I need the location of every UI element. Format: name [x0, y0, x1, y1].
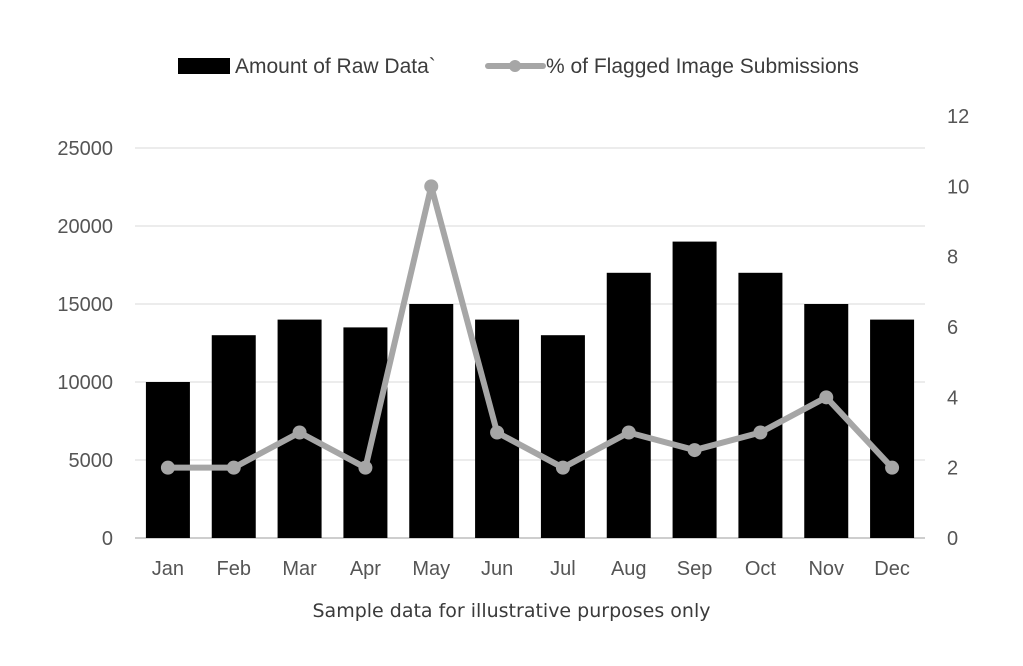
line-point [358, 460, 373, 475]
line-point [555, 460, 570, 475]
legend: Amount of Raw Data` % of Flagged Image S… [178, 55, 859, 78]
bar [870, 319, 915, 538]
line-point [885, 460, 900, 475]
bar [145, 382, 190, 538]
bar [540, 335, 585, 538]
right-axis-tick-label: 12 [947, 106, 969, 128]
line-point [226, 460, 241, 475]
line-point [490, 425, 505, 440]
x-axis-tick-label: Mar [282, 558, 317, 580]
x-axis-tick-label: Jan [152, 558, 184, 580]
legend-swatch-raw-data [178, 58, 230, 74]
line-point [424, 179, 439, 194]
bar [211, 335, 256, 538]
chart-caption: Sample data for illustrative purposes on… [312, 600, 711, 622]
bar [672, 241, 717, 538]
legend-label-flagged: % of Flagged Image Submissions [546, 55, 859, 78]
right-axis-tick-label: 6 [947, 317, 958, 339]
line-point [292, 425, 307, 440]
x-axis-tick-label: Oct [745, 558, 777, 580]
line-series [160, 179, 900, 475]
right-axis-tick-label: 8 [947, 247, 958, 269]
x-axis-tick-label: May [412, 558, 450, 580]
x-axis-ticks: Jan Feb Mar Apr May Jun Jul Aug Sep Oct Nov Dec [152, 558, 910, 580]
x-axis-tick-label: Dec [874, 558, 910, 580]
gridlines [135, 147, 925, 539]
legend-label-raw-data: Amount of Raw Data` [235, 55, 436, 78]
x-axis-tick-label: Sep [677, 558, 713, 580]
x-axis-tick-label: Aug [611, 558, 647, 580]
right-axis-ticks: 0 2 4 6 8 10 12 [947, 106, 969, 550]
bar-series [145, 241, 915, 538]
x-axis-tick-label: Nov [808, 558, 844, 580]
line-point [687, 443, 702, 458]
left-axis-tick-label: 0 [102, 528, 113, 550]
line-point [819, 390, 834, 405]
left-axis-tick-label: 25000 [57, 138, 113, 160]
bar [343, 327, 388, 538]
right-axis-tick-label: 4 [947, 387, 958, 409]
line-point [160, 460, 175, 475]
x-axis-tick-label: Feb [217, 558, 251, 580]
left-axis-tick-label: 10000 [57, 372, 113, 394]
line-path [164, 183, 896, 471]
bar [738, 272, 783, 538]
left-axis-tick-label: 5000 [69, 450, 114, 472]
left-axis-ticks: 0 5000 10000 15000 20000 25000 [57, 138, 113, 550]
bar [606, 272, 651, 538]
line-point [621, 425, 636, 440]
bar [804, 304, 849, 538]
x-axis-tick-label: Jun [481, 558, 513, 580]
line-point [753, 425, 768, 440]
right-axis-tick-label: 2 [947, 458, 958, 480]
bar [409, 304, 454, 538]
right-axis-tick-label: 0 [947, 528, 958, 550]
x-axis-tick-label: Jul [550, 558, 576, 580]
left-axis-tick-label: 15000 [57, 294, 113, 316]
x-axis-tick-label: Apr [350, 558, 381, 580]
right-axis-tick-label: 10 [947, 176, 969, 198]
left-axis-tick-label: 20000 [57, 216, 113, 238]
legend-swatch-flagged-marker [509, 60, 521, 72]
